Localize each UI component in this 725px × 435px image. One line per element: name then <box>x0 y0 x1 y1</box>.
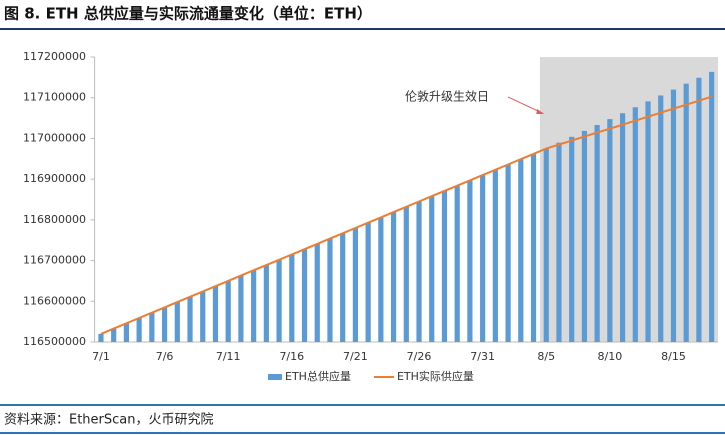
bar <box>543 148 549 342</box>
bar <box>111 328 117 342</box>
bar <box>403 206 409 342</box>
bar <box>581 130 588 342</box>
bar <box>174 302 180 342</box>
line <box>100 95 712 335</box>
bar <box>670 89 677 342</box>
bar <box>314 243 320 342</box>
bar <box>480 175 486 342</box>
x-tick-label: 7/16 <box>279 350 304 363</box>
x-tick-label: 8/15 <box>661 350 686 363</box>
y-tick-label: 116900000 <box>23 172 86 185</box>
y-tick-label: 116500000 <box>23 335 86 348</box>
y-tick-label: 116700000 <box>23 254 86 267</box>
bar <box>530 153 537 342</box>
x-tick-label: 8/5 <box>537 350 555 363</box>
bar <box>161 307 168 342</box>
bar <box>98 333 104 342</box>
bar <box>441 190 448 342</box>
chart-title: 图 8. ETH 总供应量与实际流通量变化（单位：ETH） <box>4 5 372 23</box>
x-tick-label: 8/10 <box>598 350 623 363</box>
bar <box>212 286 219 342</box>
bar <box>683 83 689 343</box>
bar <box>518 159 524 342</box>
x-tick-label: 7/21 <box>343 350 368 363</box>
x-tick-label: 7/26 <box>407 350 432 363</box>
bar <box>556 142 562 342</box>
x-tick-label: 7/1 <box>92 350 110 363</box>
legend-label: ETH实际供应量 <box>397 369 474 383</box>
y-tick-label: 117100000 <box>23 91 86 104</box>
bar <box>492 169 498 342</box>
annotation-arrow <box>507 96 543 114</box>
bar <box>340 233 346 342</box>
bar <box>429 196 435 342</box>
bar <box>238 275 244 342</box>
bar <box>454 185 460 342</box>
bar <box>619 113 626 342</box>
y-tick-label: 117200000 <box>23 50 86 63</box>
bar <box>505 164 511 342</box>
annotation-arrowhead <box>536 109 545 114</box>
bar <box>327 238 333 342</box>
bar <box>709 71 715 342</box>
bar <box>569 136 575 342</box>
bar <box>251 270 257 342</box>
bar <box>467 180 473 342</box>
bar <box>645 101 651 342</box>
highlight-region <box>539 57 718 342</box>
bar <box>149 312 155 342</box>
bar <box>200 291 206 342</box>
bar <box>632 107 638 343</box>
bar <box>607 119 613 342</box>
x-tick-label: 7/11 <box>216 350 241 363</box>
x-tick-label: 7/31 <box>470 350 495 363</box>
annotation: 伦敦升级生效日 <box>405 89 489 104</box>
y-tick-label: 116800000 <box>23 213 86 226</box>
bar <box>301 249 308 342</box>
bar <box>696 77 702 342</box>
bar <box>263 265 269 342</box>
bar <box>365 222 371 342</box>
bar <box>658 95 664 342</box>
bar <box>225 280 231 342</box>
bar <box>123 323 130 342</box>
source: 资料来源：EtherScan，火币研究院 <box>4 413 214 428</box>
bar <box>136 317 142 342</box>
bar <box>416 201 422 342</box>
bar <box>378 217 384 342</box>
bar <box>352 228 359 342</box>
bar <box>276 259 282 342</box>
x-tick-label: 7/6 <box>156 350 174 363</box>
bar <box>289 254 295 342</box>
bar <box>390 212 397 342</box>
legend-swatch <box>268 374 282 380</box>
bar <box>187 296 193 342</box>
legend-label: ETH总供应量 <box>285 369 351 383</box>
y-tick-label: 117000000 <box>23 131 86 144</box>
y-tick-label: 116600000 <box>23 294 86 307</box>
bar <box>594 124 600 342</box>
